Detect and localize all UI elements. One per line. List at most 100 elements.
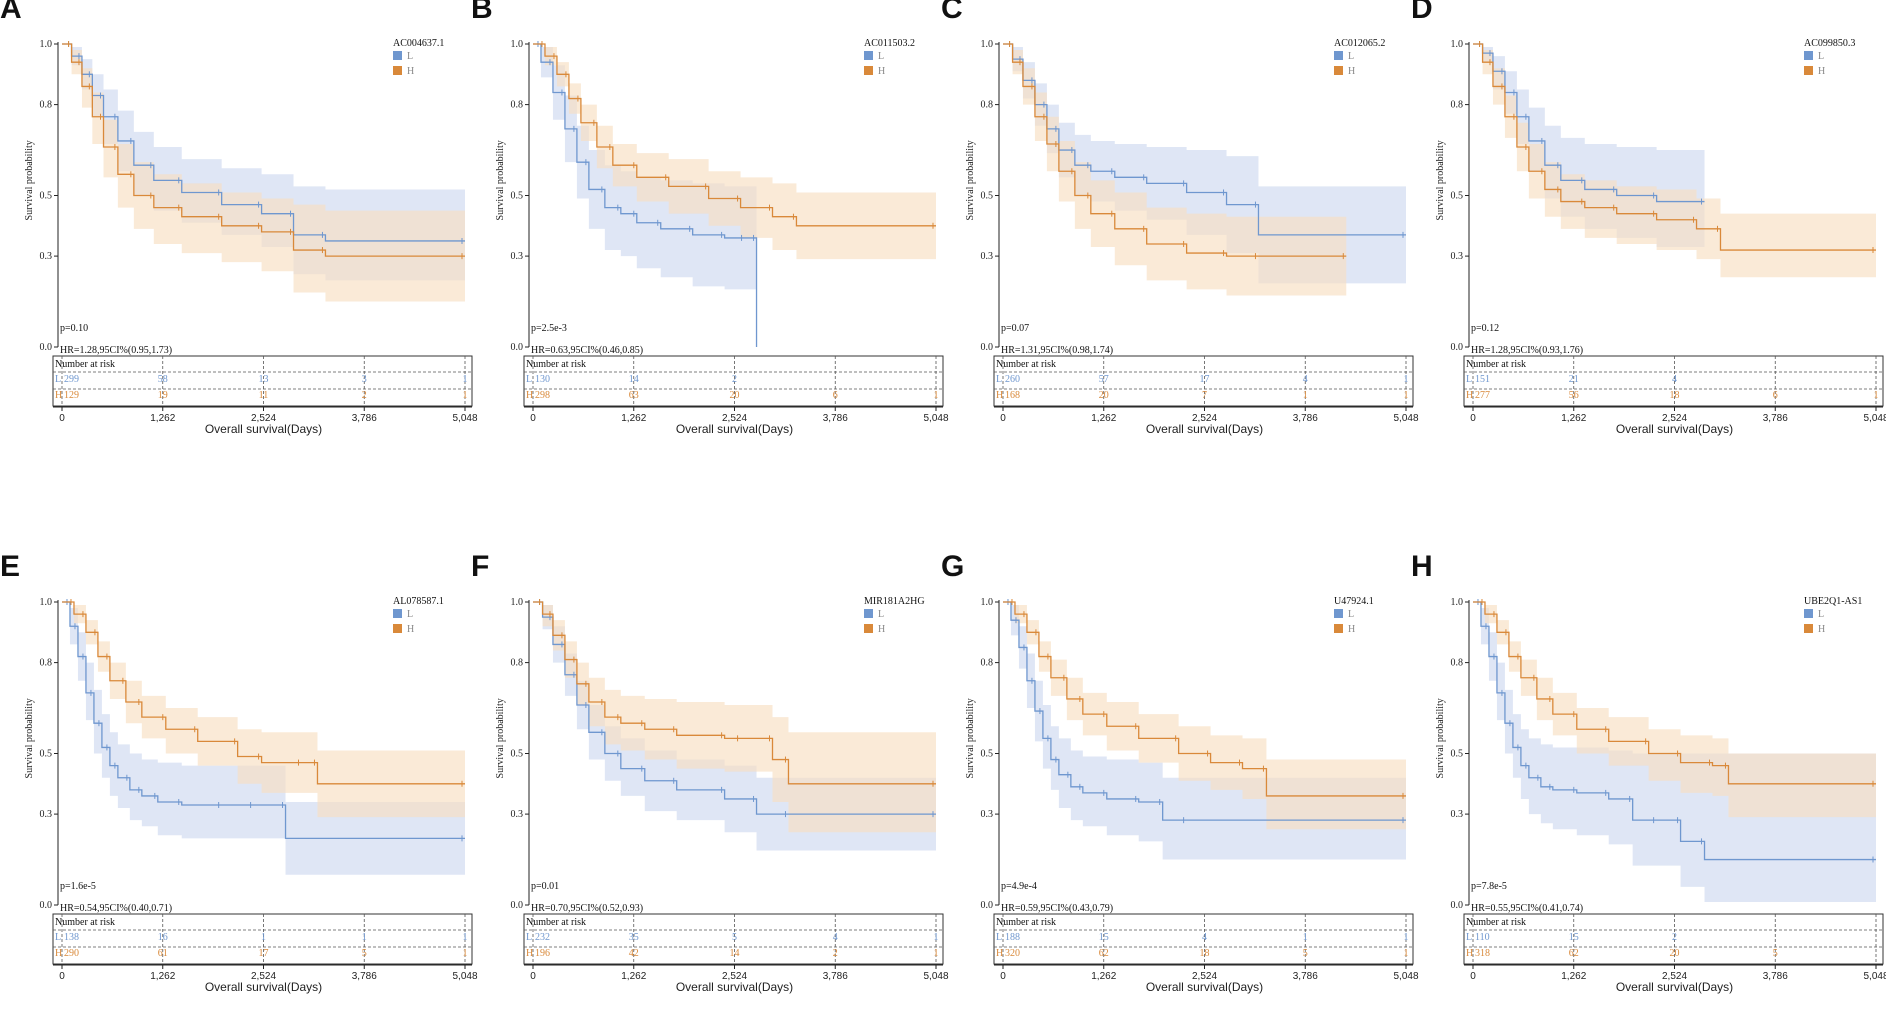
risk-count-L: 35 [629,932,639,943]
risk-count-H: 1 [463,948,468,959]
risk-table-frame [1463,355,1884,407]
risk-count-H: 11 [259,390,269,401]
legend-swatch-L [1334,609,1343,618]
x-axis-title: Overall survival(Days) [1616,422,1733,436]
y-tick-label: 0.0 [511,900,524,911]
legend-title: UBE2Q1-AS1 [1804,596,1862,607]
ci-band-H [62,44,465,302]
y-tick-label: 0.5 [40,749,53,760]
y-tick-label: 1.0 [981,597,994,608]
risk-row-label-H: H [55,390,62,401]
panel-G: G 0.0 0.3 0.5 0.8 1.0 Survival probability p=4.… [941,550,1419,994]
legend-label-L: L [878,609,884,620]
risk-count-H: 17 [259,948,269,959]
panel-letter: G [941,550,964,583]
risk-count-H: 298 [535,390,550,401]
risk-row-label-L: L [526,932,532,943]
legend-title: AL078587.1 [393,596,444,607]
y-tick-label: 0.0 [981,342,994,353]
risk-table-title: Number at risk [996,917,1056,928]
p-value: p=0.07 [1001,323,1029,334]
risk-count-L: 151 [1475,374,1490,385]
legend-swatch-H [1804,624,1813,633]
legend-swatch-L [864,51,873,60]
risk-table-frame [52,355,473,407]
legend-swatch-H [1334,66,1343,75]
risk-count-H: 14 [730,948,740,959]
risk-table-title: Number at risk [526,359,586,370]
risk-count-H: 5 [362,948,367,959]
hazard-ratio: HR=0.55,95CI%(0.41,0.74) [1471,903,1583,914]
x-tick-label: 5,048 [923,413,948,424]
y-tick-label: 1.0 [511,39,524,50]
x-axis-title: Overall survival(Days) [205,422,322,436]
survival-curve-H [62,601,465,785]
x-tick-label: 1,262 [150,971,175,982]
x-tick-label: 1,262 [1561,413,1586,424]
risk-count-L: 57 [1099,374,1109,385]
risk-row-label-L: L [996,932,1002,943]
x-tick-label: 0 [530,413,536,424]
ci-band-H [62,602,465,818]
hazard-ratio: HR=1.28,95CI%(0.95,1.73) [60,345,172,356]
risk-count-L: 232 [535,932,550,943]
hazard-ratio: HR=1.28,95CI%(0.93,1.76) [1471,345,1583,356]
ci-band-H [1473,602,1876,818]
survival-curve-H [1003,43,1347,257]
survival-curve-L [1473,601,1876,861]
risk-table-title: Number at risk [55,359,115,370]
x-tick-label: 2,524 [722,413,747,424]
risk-count-L: 4 [833,932,838,943]
y-tick-label: 0.0 [1451,900,1464,911]
ci-band-H [533,44,936,260]
risk-count-H: 1 [934,390,939,401]
risk-count-L: 1 [934,932,939,943]
panel-F: F 0.0 0.3 0.5 0.8 1.0 Survival probability p=0.… [471,550,949,994]
y-tick-label: 0.3 [40,251,53,262]
legend-label-H: H [1818,66,1825,77]
x-tick-label: 0 [1000,971,1006,982]
risk-count-H: 62 [1099,948,1109,959]
p-value: p=0.10 [60,323,88,334]
y-tick-label: 0.3 [511,251,524,262]
risk-count-H: 19 [158,390,168,401]
y-tick-label: 0.5 [1451,749,1464,760]
survival-curve-H [1473,601,1876,785]
x-tick-label: 3,786 [823,971,848,982]
survival-curve-H [62,43,465,257]
legend-label-L: L [1818,609,1824,620]
y-axis-title: Survival probability [1435,140,1446,220]
x-axis-title: Overall survival(Days) [676,980,793,994]
panel-D: D 0.0 0.3 0.5 0.8 1.0 Survival probability p=0.… [1411,0,1886,436]
ci-band-L [533,44,757,290]
x-tick-label: 5,048 [1863,971,1886,982]
y-tick-label: 0.3 [1451,251,1464,262]
risk-count-H: 20 [1099,390,1109,401]
risk-count-H: 62 [1569,948,1579,959]
x-tick-label: 0 [1470,413,1476,424]
panel-letter: C [941,0,963,25]
y-tick-label: 0.8 [981,658,994,669]
x-tick-label: 1,262 [150,413,175,424]
panel-C: C 0.0 0.3 0.5 0.8 1.0 Survival probability p=0.… [941,0,1419,436]
legend-title: MIR181A2HG [864,596,925,607]
p-value: p=1.6e-5 [60,881,96,892]
risk-count-H: 20 [730,390,740,401]
legend-title: U47924.1 [1334,596,1374,607]
ci-band-H [1003,602,1406,830]
legend-label-L: L [407,51,413,62]
risk-count-L: 15 [1569,932,1579,943]
legend-label-H: H [1348,624,1355,635]
legend-label-L: L [1818,51,1824,62]
risk-count-H: 1 [1874,390,1879,401]
panel-B: B 0.0 0.3 0.5 0.8 1.0 Survival probability p=2.… [471,0,949,436]
y-tick-label: 0.0 [40,900,53,911]
legend-title: AC099850.3 [1804,38,1855,49]
panel-E: E 0.0 0.3 0.5 0.8 1.0 Survival probability p=1.… [0,550,478,994]
risk-count-L: 110 [1475,932,1490,943]
legend-label-H: H [878,66,885,77]
risk-count-L: 1 [463,932,468,943]
risk-count-L: 1 [463,374,468,385]
y-tick-label: 0.0 [511,342,524,353]
risk-count-H: 5 [1303,948,1308,959]
